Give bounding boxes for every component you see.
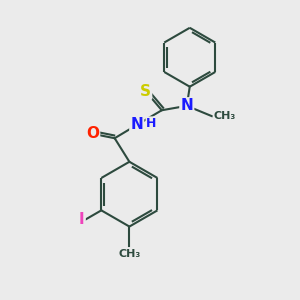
- Text: CH₃: CH₃: [118, 249, 140, 259]
- Text: S: S: [140, 84, 151, 99]
- Text: O: O: [86, 126, 99, 141]
- Text: N: N: [180, 98, 193, 113]
- Text: N: N: [130, 118, 143, 133]
- Text: CH₃: CH₃: [213, 111, 236, 121]
- Text: H: H: [146, 117, 157, 130]
- Text: I: I: [79, 212, 85, 227]
